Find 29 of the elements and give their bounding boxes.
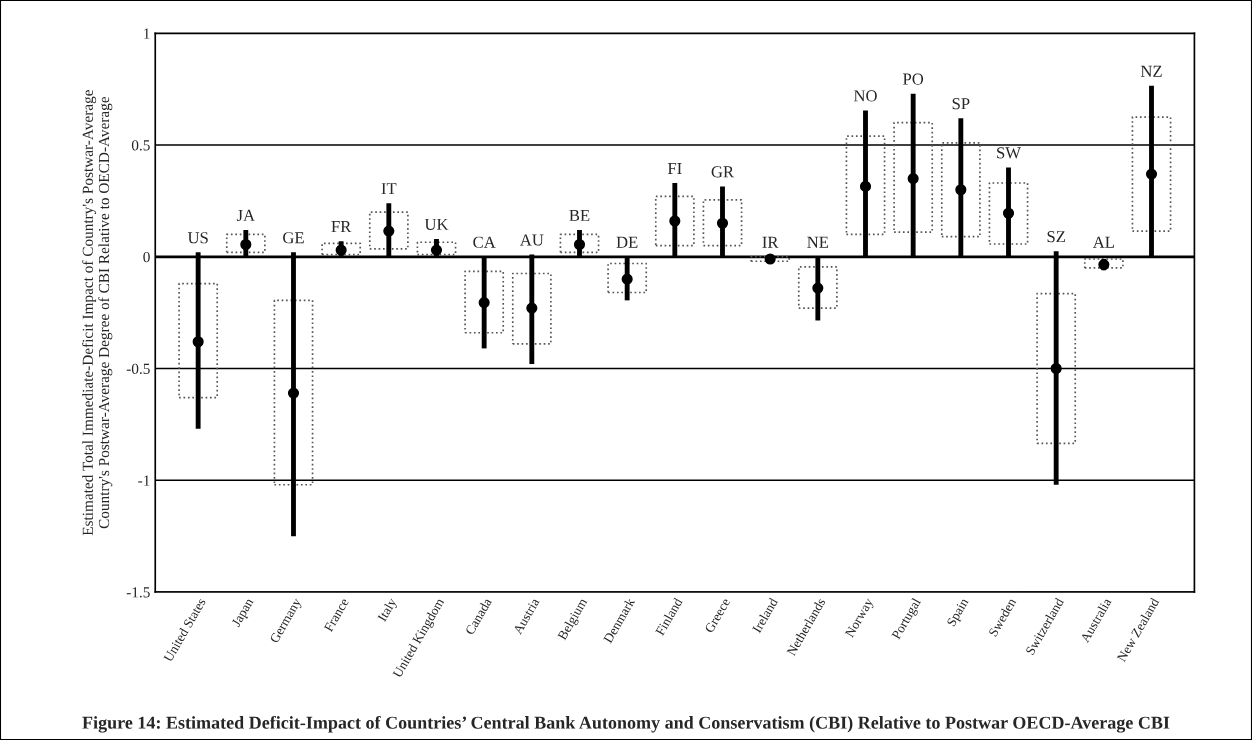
- annotation: AU: [519, 234, 544, 246]
- annotation: GR: [711, 166, 735, 178]
- annotation: IR: [762, 236, 779, 248]
- annotation: FR: [331, 221, 352, 233]
- annotation: US: [187, 232, 208, 244]
- text: Figure 14: Estimated Deficit-Impact of Countries’ Central Bank Autonomy and Conservatism (CBI) Relative to Postwar OECD-Average CBI: [82, 715, 1170, 733]
- annotation: AL: [1092, 236, 1114, 248]
- annotation: SZ: [1047, 231, 1065, 243]
- annotation: FI: [667, 163, 682, 174]
- y-tick-label: -1: [138, 475, 150, 486]
- y-tick-label: 1: [144, 28, 150, 39]
- y-tick-label: -0.5: [126, 363, 150, 375]
- annotation: CA: [473, 236, 496, 248]
- annotation: JA: [236, 209, 255, 222]
- annotation: DE: [616, 236, 638, 248]
- annotation: NE: [807, 236, 829, 248]
- annotation: IT: [381, 183, 397, 195]
- y-axis-title: Estimated Total Immediate-Deficit Impact of Country's Postwar-Average Country's Postwar-Average Degree of CBI Relative to OECD-Average: [82, 90, 113, 536]
- annotation: SW: [997, 147, 1021, 159]
- annotation: NZ: [1140, 65, 1162, 77]
- annotation: SP: [952, 98, 970, 110]
- annotation: GE: [283, 232, 304, 244]
- annotation: NO: [853, 90, 877, 102]
- y-tick-label: 0.5: [131, 140, 150, 151]
- y-tick-label: 0: [143, 251, 150, 263]
- annotation: PO: [902, 73, 924, 85]
- y-tick-label: -1.5: [126, 587, 150, 598]
- annotation: BE: [569, 209, 590, 221]
- annotation: UK: [424, 218, 449, 230]
